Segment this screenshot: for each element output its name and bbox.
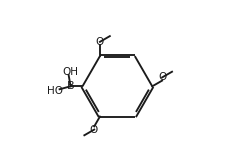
Text: HO: HO [47,86,63,96]
Text: O: O [95,37,104,47]
Text: OH: OH [62,67,78,77]
Text: B: B [66,81,74,91]
Text: O: O [89,125,97,135]
Text: O: O [158,72,166,82]
